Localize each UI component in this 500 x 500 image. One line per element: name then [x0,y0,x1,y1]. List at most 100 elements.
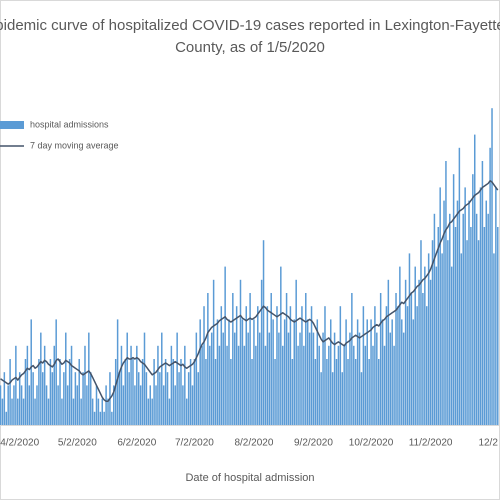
bar [209,345,211,425]
bar [310,306,313,425]
bar [412,319,415,425]
bar [61,398,63,425]
bar [358,332,361,425]
bar [374,306,376,425]
bar [53,345,56,425]
bar [230,359,232,425]
bar [418,279,420,425]
bar [293,319,296,425]
bar [435,266,438,425]
bar [176,332,178,425]
bar [449,213,451,425]
bar [464,187,466,425]
bar [443,200,445,425]
bar [57,385,59,425]
bar [422,293,424,425]
bar [291,359,294,425]
x-tick-label: 7/2/2020 [175,438,214,449]
bar [132,359,134,425]
bar [122,385,125,425]
bar [76,385,79,425]
bar [89,372,92,425]
bar [295,279,297,425]
bar [49,359,52,425]
bar [266,306,269,425]
bar [93,411,96,425]
bar [201,345,203,425]
x-tick-label: 6/2/2020 [117,438,156,449]
bar [32,372,34,425]
bar [458,147,461,426]
bar [324,306,326,425]
bar [212,279,215,425]
bar [257,306,259,425]
bar [410,293,413,425]
bar [1,398,4,425]
bar [68,359,71,425]
bar [130,345,132,425]
bar [118,372,121,425]
bar [99,411,102,425]
x-tick-label: 10/2/2020 [349,438,394,449]
bar [178,372,180,425]
bar [141,359,144,425]
bar [161,332,163,425]
bar [299,332,301,425]
bar [353,345,355,425]
bar [381,319,384,425]
bar [218,345,221,425]
bar [113,385,115,425]
bar [402,332,405,425]
bar [258,332,261,425]
bar [216,319,219,425]
bar [274,359,276,425]
bar [147,398,150,425]
bar [86,385,88,425]
bar [285,293,288,425]
bar [65,332,67,425]
bar [460,253,463,425]
bar [149,385,152,425]
bar [472,174,474,425]
bar [43,345,46,425]
bar [237,345,240,425]
bar [335,359,338,425]
bar [26,345,29,425]
bar [366,319,368,425]
bar [24,359,27,425]
legend-label: hospital admissions [30,119,109,129]
bar [493,253,495,425]
bar [197,372,200,425]
bar [479,187,482,425]
bar [103,411,105,425]
bar [276,306,278,425]
bar [205,359,207,425]
bar [182,385,184,425]
bar [18,372,21,425]
bar [128,372,130,425]
bar [377,359,380,425]
bar [485,200,488,425]
bar [51,372,54,425]
bar [318,345,320,425]
bar [345,319,347,425]
bar [372,345,374,425]
bar [136,345,138,425]
bar [341,372,344,425]
bar [287,332,290,425]
bar [162,385,165,425]
bar [329,319,332,425]
bar [437,227,440,425]
bar [326,359,328,425]
bar [253,319,255,425]
bar [166,372,169,425]
bar [164,359,167,425]
bar [3,372,6,425]
bar [305,293,307,425]
bar [143,332,146,425]
bar [491,108,493,425]
bar [155,385,157,425]
x-tick-label: 8/2/2020 [234,438,273,449]
bar [7,385,9,425]
